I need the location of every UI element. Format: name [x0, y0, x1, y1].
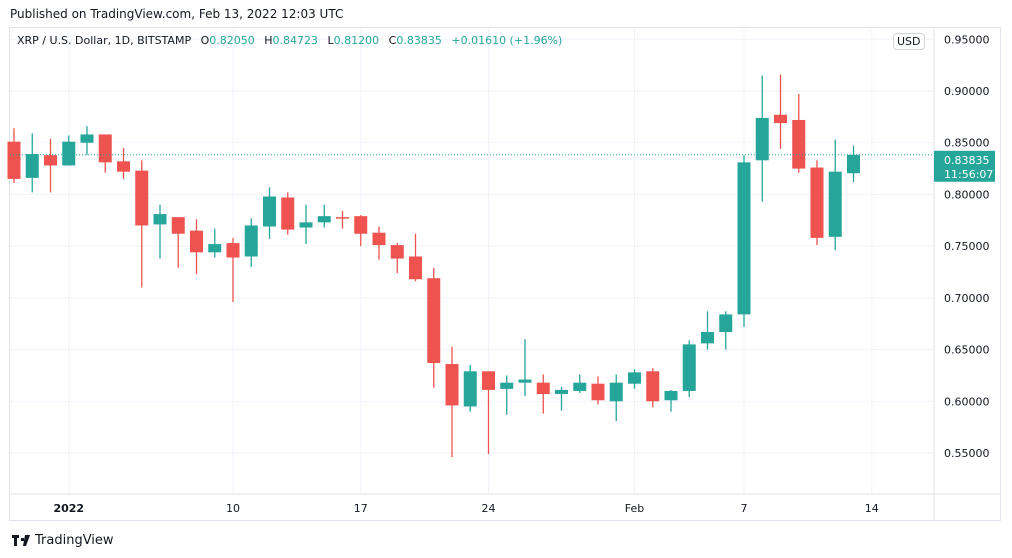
price-tick-label: 0.75000 [944, 240, 990, 253]
candle-up [263, 196, 276, 227]
candle-up [208, 244, 222, 253]
price-tick-label: 0.70000 [944, 292, 990, 305]
candle-up [463, 371, 477, 407]
candle-up [555, 389, 568, 395]
candle-down [482, 371, 495, 390]
time-tick-label: 14 [865, 502, 879, 515]
chart-frame [9, 27, 1001, 521]
brand-name: TradingView [35, 533, 114, 548]
candle-down [536, 382, 550, 395]
candle-up [701, 331, 714, 344]
time-axis: 2022 10 17 24 Feb 7 14 [10, 493, 1001, 515]
candle-down [354, 216, 368, 234]
candle-down [226, 243, 240, 258]
price-tick-label: 0.65000 [944, 344, 990, 357]
price-tick-label: 0.90000 [944, 85, 990, 98]
candles [7, 74, 934, 458]
candle-up [500, 382, 514, 389]
candle-down [44, 155, 57, 166]
close-value: 0.83835 [396, 34, 442, 47]
candle-up [719, 314, 733, 332]
low-label: L [327, 34, 334, 47]
candle-down [281, 197, 295, 230]
candle-down [135, 170, 149, 226]
open-value: 0.82050 [209, 34, 255, 47]
candle-down [190, 230, 203, 253]
candle-up [609, 382, 623, 402]
time-tick-label: 17 [354, 502, 368, 515]
candle-up [317, 216, 331, 223]
candle-up [573, 382, 587, 391]
symbol-title[interactable]: XRP / U.S. Dollar, 1D, BITSTAMP [17, 34, 192, 47]
time-tick-label: 10 [226, 502, 240, 515]
candle-up [682, 344, 696, 391]
tradingview-logo[interactable]: TradingView [12, 533, 114, 548]
time-tick-label: 7 [741, 502, 748, 515]
candle-up [62, 141, 76, 166]
price-tick-label: 0.95000 [944, 33, 990, 46]
price-axis: 0.95000 0.90000 0.85000 0.80000 0.75000 0.700… [933, 28, 995, 521]
candle-up [25, 154, 39, 178]
time-tick-label: 24 [482, 502, 496, 515]
time-tick-label: 2022 [53, 502, 84, 515]
candle-up [847, 154, 860, 174]
last-price-badge [934, 150, 995, 182]
high-label: H [264, 34, 273, 47]
change-value: +0.01610 (+1.96%) [451, 34, 563, 47]
open-label: O [200, 34, 210, 47]
candle-up [628, 372, 641, 384]
grid [10, 28, 934, 494]
candle-up [518, 379, 532, 383]
candle-up [664, 390, 678, 401]
candle-down [372, 232, 386, 246]
candle-down [98, 134, 112, 163]
candle-down [171, 217, 185, 234]
candle-up [737, 162, 751, 315]
ohlc-legend: XRP / U.S. Dollar, 1D, BITSTAMP O0.82050… [17, 34, 562, 47]
candle-down [646, 371, 660, 402]
price-tick-label: 0.60000 [944, 395, 990, 408]
high-value: 0.84723 [272, 34, 319, 47]
candle-up [244, 225, 258, 257]
candle-up [153, 214, 167, 225]
candle-down [810, 167, 824, 238]
candle-up [299, 222, 313, 228]
candle-down [336, 217, 349, 219]
candle-up [755, 117, 769, 161]
currency-button[interactable]: USD [893, 33, 925, 50]
candle-down [390, 245, 404, 259]
tradingview-logo-icon [12, 534, 30, 546]
published-caption: Published on TradingView.com, Feb 13, 20… [10, 7, 344, 21]
candle-down [427, 278, 441, 364]
candle-down [591, 383, 605, 401]
time-tick-label: Feb [625, 502, 644, 515]
low-value: 0.81200 [333, 34, 380, 47]
candle-down [445, 364, 459, 406]
bar-countdown: 11:56:07 [944, 168, 993, 181]
candle-down [774, 114, 787, 124]
price-tick-label: 0.80000 [944, 188, 990, 201]
candle-up [80, 134, 94, 143]
candle-down [7, 141, 21, 179]
price-tick-label: 0.85000 [944, 137, 990, 150]
candle-down [117, 161, 130, 172]
candle-up [828, 171, 842, 237]
price-tick-label: 0.55000 [944, 447, 990, 460]
candle-down [409, 256, 422, 280]
candle-down [792, 119, 806, 169]
close-label: C [388, 34, 397, 47]
last-price-value: 0.83835 [944, 154, 990, 167]
